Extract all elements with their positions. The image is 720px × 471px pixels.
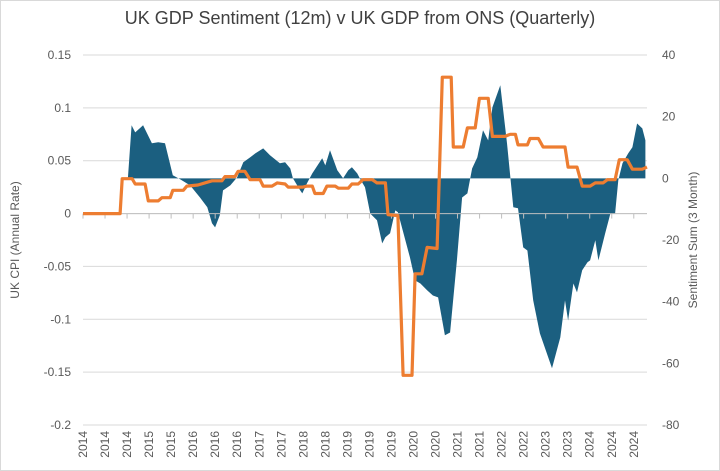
gdp-line-series [83,75,648,377]
right-y-axis: 40 20 0 -20 -40 -60 -80 [662,48,680,432]
left-tick-label: 0.05 [48,154,72,168]
left-y-axis: 0.15 0.1 0.05 0 -0.05 -0.1 -0.15 -0.2 [44,48,72,432]
left-tick-label: 0.1 [54,101,71,115]
x-tick-label: 2019 [362,431,376,458]
x-tick-label: 2016 [208,431,222,458]
right-axis-title: Sentiment Sum (3 Month) [686,172,700,309]
right-tick-label: 20 [662,110,676,124]
sentiment-area [127,85,646,369]
x-tick-label: 2021 [473,431,487,458]
left-tick-label: -0.1 [50,312,71,326]
x-tick-label: 2015 [164,431,178,458]
x-tick-label: 2014 [76,431,90,458]
x-tick-label: 2020 [429,431,443,458]
right-tick-label: 40 [662,48,676,62]
x-axis: 2014 2014 2014 2015 2015 2016 2016 2016 2017 2017… [76,213,647,458]
x-tick-label: 2016 [230,431,244,458]
x-tick-label: 2017 [252,431,266,458]
x-tick-label: 2018 [296,431,310,458]
chart-title: UK GDP Sentiment (12m) v UK GDP from ONS… [124,8,596,28]
sentiment-area-series [127,85,646,369]
x-tick-label: 2024 [583,431,597,458]
x-tick-label: 2019 [384,431,398,458]
right-tick-label: -60 [662,356,680,370]
x-tick-label: 2021 [451,431,465,458]
x-tick-label: 2017 [274,431,288,458]
x-tick-label: 2024 [605,431,619,458]
left-tick-label: -0.15 [44,365,72,379]
x-tick-label: 2019 [340,431,354,458]
gdp-line [83,75,648,377]
left-tick-label: 0 [64,207,71,221]
x-tick-label: 2024 [627,431,641,458]
x-tick-label: 2015 [142,431,156,458]
right-tick-label: 0 [662,171,669,185]
x-tick-label: 2016 [186,431,200,458]
left-tick-label: -0.2 [50,418,71,432]
right-tick-label: -40 [662,295,680,309]
x-tick-label: 2023 [539,431,553,458]
x-tick-label: 2014 [98,431,112,458]
left-tick-label: 0.15 [48,48,72,62]
right-tick-label: -20 [662,233,680,247]
x-tick-label: 2023 [561,431,575,458]
x-tick-label: 2020 [406,431,420,458]
x-tick-label: 2018 [318,431,332,458]
x-tick-label: 2022 [517,431,531,458]
right-tick-label: -80 [662,418,680,432]
x-tick-label: 2022 [495,431,509,458]
x-tick-label: 2014 [120,431,134,458]
left-axis-title: UK CPI (Annual Rate) [8,181,22,298]
left-tick-label: -0.05 [44,259,72,273]
